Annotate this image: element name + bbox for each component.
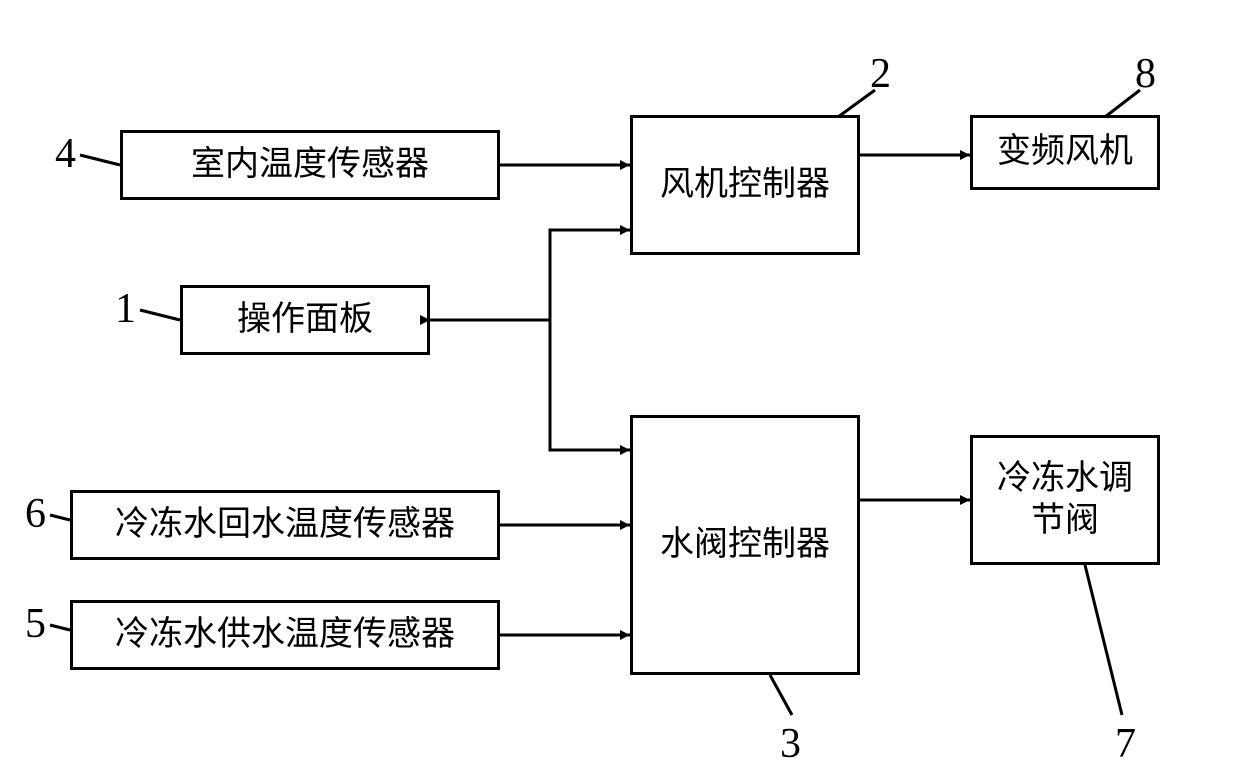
node-n3: 水阀控制器 <box>630 415 860 675</box>
label-5: 5 <box>25 600 46 648</box>
node-n5: 冷冻水供水温度传感器 <box>70 600 500 670</box>
label-2: 2 <box>870 50 891 98</box>
label-7: 7 <box>1115 720 1136 768</box>
node-n8: 变频风机 <box>970 115 1160 190</box>
leader-3 <box>770 675 792 715</box>
leader-6 <box>50 515 70 520</box>
leader-1 <box>140 310 180 320</box>
edge-n1-n3 <box>550 320 630 450</box>
label-6: 6 <box>25 490 46 538</box>
label-4: 4 <box>55 130 76 178</box>
node-n6-label: 冷冻水回水温度传感器 <box>111 500 459 551</box>
node-n1: 操作面板 <box>180 285 430 355</box>
node-n7-label: 冷冻水调 节阀 <box>993 454 1137 547</box>
node-n7: 冷冻水调 节阀 <box>970 435 1160 565</box>
node-n1-label: 操作面板 <box>233 295 377 346</box>
label-1: 1 <box>115 285 136 333</box>
node-n3-label: 水阀控制器 <box>656 520 834 571</box>
node-n2-label: 风机控制器 <box>656 160 834 211</box>
node-n5-label: 冷冻水供水温度传感器 <box>111 610 459 661</box>
label-3: 3 <box>780 720 801 768</box>
node-n8-label: 变频风机 <box>993 127 1137 178</box>
block-diagram: 室内温度传感器 操作面板 冷冻水回水温度传感器 冷冻水供水温度传感器 风机控制器… <box>0 0 1240 783</box>
leader-5 <box>50 625 70 630</box>
node-n4-label: 室内温度传感器 <box>187 140 433 191</box>
label-8: 8 <box>1135 50 1156 98</box>
leader-7 <box>1085 565 1122 715</box>
edge-n1-n2 <box>430 230 630 320</box>
node-n4: 室内温度传感器 <box>120 130 500 200</box>
node-n2: 风机控制器 <box>630 115 860 255</box>
leader-4 <box>80 155 120 165</box>
node-n6: 冷冻水回水温度传感器 <box>70 490 500 560</box>
